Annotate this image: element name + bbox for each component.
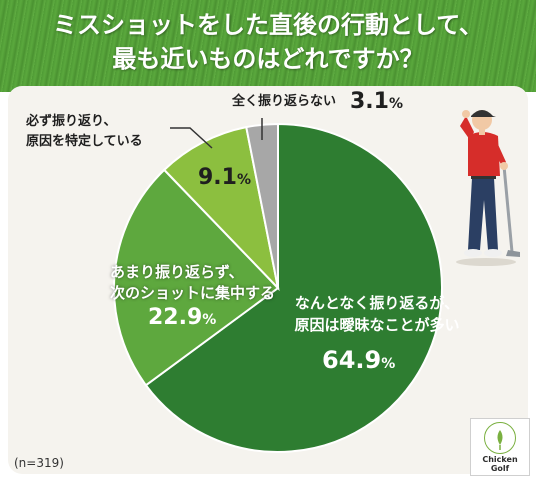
label-never-review: 全く振り返らない bbox=[232, 92, 336, 112]
leader-line-0 bbox=[170, 127, 213, 149]
pct-focus-next: 22.9% bbox=[148, 304, 216, 334]
pct-always-review-unit: % bbox=[236, 172, 252, 188]
pct-focus-next-value: 22.9 bbox=[148, 305, 203, 330]
header-banner: ミスショットをした直後の行動として、 最も近いものはどれですか？ bbox=[0, 0, 536, 92]
pct-never-review-unit: % bbox=[388, 96, 404, 112]
chicken-golf-logo: Chicken Golf bbox=[470, 418, 530, 476]
pct-vague-review: 64.9% bbox=[322, 346, 395, 378]
label-always-review-line1: 必ず振り返り、 bbox=[26, 114, 117, 129]
logo-text-1: Chicken bbox=[482, 455, 518, 464]
logo-emblem bbox=[484, 422, 516, 454]
label-focus-next-line2: 次のショットに集中する bbox=[110, 284, 276, 302]
pct-never-review-value: 3.1 bbox=[350, 89, 389, 114]
pct-vague-review-unit: % bbox=[381, 356, 396, 372]
sample-size-note: (n=319) bbox=[14, 456, 64, 470]
pct-always-review: 9.1% bbox=[198, 164, 251, 194]
pie-slice-0 bbox=[144, 122, 443, 453]
pie-slice-1 bbox=[113, 168, 280, 387]
label-vague-review-line2: 原因は曖昧なことが多い bbox=[294, 316, 460, 334]
title-line-1: ミスショットをした直後の行動として、 bbox=[52, 11, 484, 39]
chart-title: ミスショットをした直後の行動として、 最も近いものはどれですか？ bbox=[0, 8, 536, 76]
pie-slice-2 bbox=[162, 125, 280, 292]
pct-never-review: 3.1% bbox=[350, 88, 403, 118]
pct-always-review-value: 9.1 bbox=[198, 165, 237, 190]
label-always-review: 必ず振り返り、 原因を特定している bbox=[26, 112, 143, 152]
golfer-illustration bbox=[456, 110, 520, 266]
pct-vague-review-value: 64.9 bbox=[322, 346, 382, 374]
label-vague-review: なんとなく振り返るが、 原因は曖昧なことが多い bbox=[282, 292, 472, 336]
logo-text-2: Golf bbox=[490, 464, 510, 473]
label-always-review-line2: 原因を特定している bbox=[26, 134, 143, 149]
label-focus-next: あまり振り返らず、 次のショットに集中する bbox=[110, 262, 275, 304]
title-line-2: 最も近いものはどれですか？ bbox=[112, 45, 424, 73]
label-never-review-text: 全く振り返らない bbox=[232, 94, 337, 109]
pct-focus-next-unit: % bbox=[202, 312, 217, 328]
label-focus-next-line1: あまり振り返らず、 bbox=[110, 263, 244, 281]
label-vague-review-line1: なんとなく振り返るが、 bbox=[294, 294, 460, 312]
